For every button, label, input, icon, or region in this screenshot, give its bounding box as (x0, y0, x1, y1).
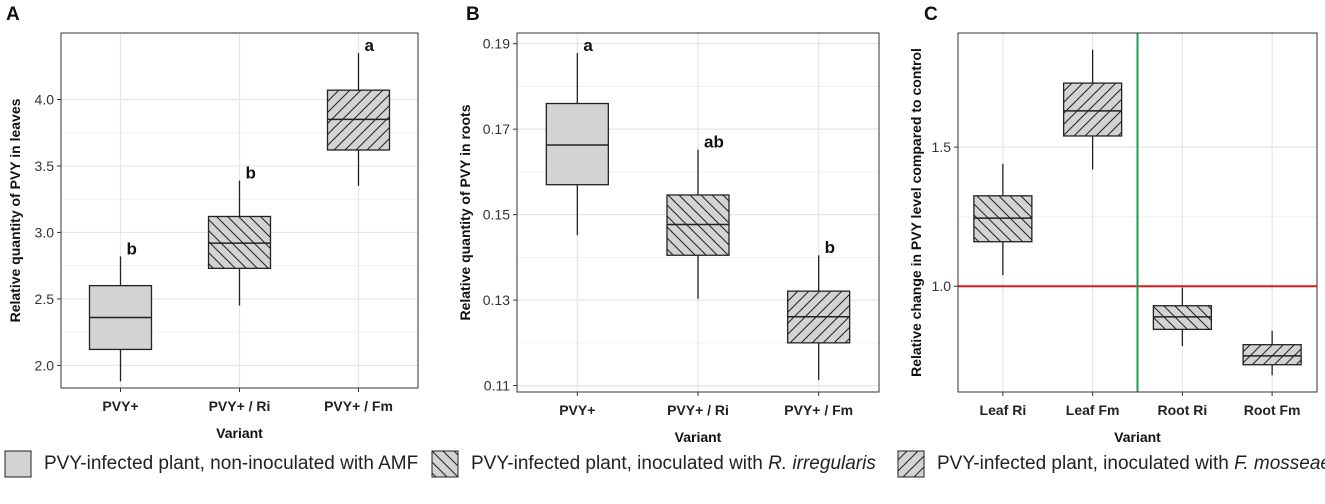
panel-a-ytick-label: 3.5 (35, 158, 55, 174)
legend-swatch-fm (897, 450, 925, 478)
legend-label-fm-text: PVY-infected plant, inoculated with (937, 453, 1235, 474)
panel-c-xtick-label: Leaf Ri (980, 402, 1027, 418)
panel-a-ytick-label: 2.5 (35, 291, 55, 307)
legend-label-ri-text: PVY-infected plant, inoculated with (471, 453, 769, 474)
significance-letter: ab (704, 133, 724, 152)
panel-b-label: B (466, 4, 480, 25)
legend-item-solid: PVY-infected plant, non-inoculated with … (4, 450, 418, 478)
panel-b-xtick-label: PVY+ (559, 402, 595, 418)
panel-b-yaxis-title: Relative quantity of PVY in roots (457, 104, 473, 320)
panel-a-xtick-label: PVY+ / Ri (209, 398, 271, 414)
panel-b-ytick-label: 0.13 (483, 292, 510, 308)
panel-a-xaxis-title: Variant (216, 425, 263, 441)
figure: 2.0 2.5 3.0 3.5 4.0 b PVY+ b PVY+ / Ri a PVY+ / Fm… (6, 4, 1318, 444)
box-body (1062, 82, 1123, 137)
legend-label-ri-species: R. irregularis (768, 453, 876, 474)
legend-item-fm: PVY-infected plant, inoculated with F. m… (897, 450, 1325, 478)
panel-a-chart: 2.0 2.5 3.0 3.5 4.0 b PVY+ b PVY+ / Ri a PVY+ / Fm… (6, 4, 419, 441)
panel-b-ytick-label: 0.19 (483, 36, 510, 52)
legend-swatch-ri (431, 450, 459, 478)
panel-b-ytick-label: 0.15 (483, 207, 510, 223)
panel-a-ytick-label: 3.0 (35, 224, 55, 240)
panel-c-ytick-label: 1.0 (932, 278, 952, 294)
panel-b-xtick-label: PVY+ / Ri (667, 402, 729, 418)
significance-letter: b (825, 238, 835, 257)
panel-a-ytick-label: 4.0 (35, 91, 55, 107)
significance-letter: a (365, 36, 375, 55)
panel-c-label: C (924, 4, 938, 25)
panel-c-chart: 1.0 1.5 Leaf Ri Leaf Fm Root Ri Root Fm C Varia… (908, 4, 1318, 444)
panel-a-ytick-label: 2.0 (35, 357, 55, 373)
panel-c-border (957, 32, 1318, 393)
panel-b-chart: 0.11 0.13 0.15 0.17 0.19 a PVY+ ab PVY+ / Ri b PVY… (457, 4, 880, 444)
panel-a-border (60, 32, 419, 389)
legend-swatch-solid (4, 450, 32, 478)
panel-a-xtick-label: PVY+ (102, 398, 138, 414)
panel-c-xtick-label: Root Ri (1157, 402, 1207, 418)
panel-b-ytick-label: 0.11 (484, 378, 510, 394)
panel-a-xtick-label: PVY+ / Fm (324, 398, 393, 414)
panel-b-xaxis-title: Variant (675, 429, 722, 444)
legend-item-ri: PVY-infected plant, inoculated with R. i… (431, 450, 876, 478)
legend-label-fm-species: F. mosseae (1234, 453, 1325, 474)
significance-letter: a (583, 36, 593, 55)
panel-c-yaxis-title: Relative change in PVY level compared to… (908, 48, 924, 377)
panel-c-xtick-label: Leaf Fm (1066, 402, 1120, 418)
box-body (1242, 344, 1302, 366)
panel-b-xtick-label: PVY+ / Fm (784, 402, 853, 418)
panel-a-yaxis-title: Relative quantity of PVY in leaves (7, 98, 23, 322)
legend: PVY-infected plant, non-inoculated with … (0, 444, 1325, 500)
panel-a-label: A (6, 4, 20, 25)
box-body (545, 102, 609, 186)
panel-c-xtick-label: Root Fm (1244, 402, 1301, 418)
panel-b-border (516, 32, 880, 393)
significance-letter: b (127, 239, 137, 258)
legend-label-fm: PVY-infected plant, inoculated with F. m… (937, 453, 1325, 475)
legend-label-solid: PVY-infected plant, non-inoculated with … (44, 453, 419, 474)
significance-letter: b (246, 164, 256, 183)
panel-b-ytick-label: 0.17 (483, 121, 510, 137)
legend-label-ri: PVY-infected plant, inoculated with R. i… (471, 453, 876, 475)
panel-c-xaxis-title: Variant (1114, 429, 1161, 444)
panel-c-ytick-label: 1.5 (932, 139, 952, 155)
